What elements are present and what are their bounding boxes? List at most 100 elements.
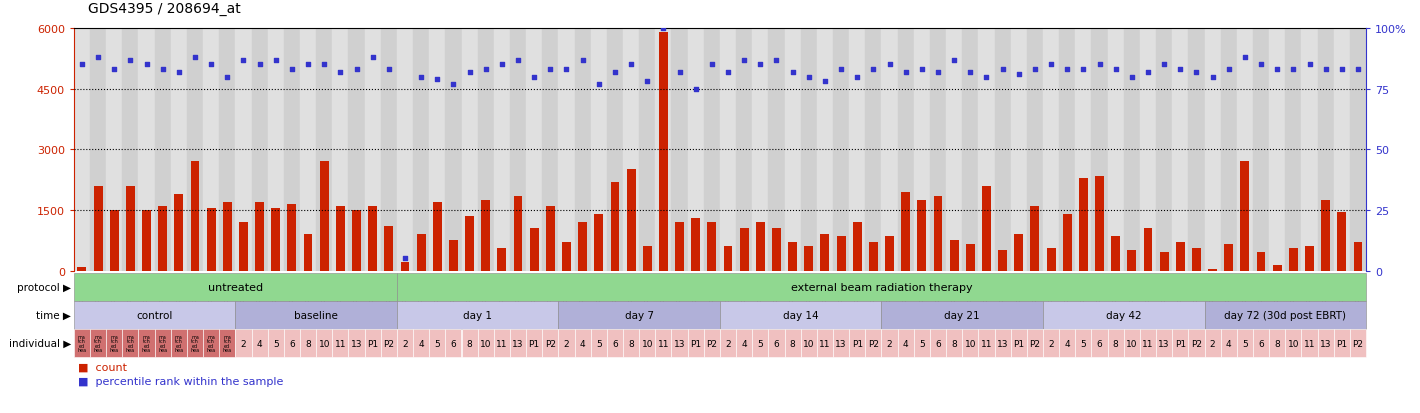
Bar (595, 214, 604, 271)
Bar (348, 29, 365, 271)
Bar (1318, 29, 1333, 271)
Text: 13: 13 (997, 339, 1008, 348)
Bar (267, 329, 284, 357)
Bar (494, 329, 510, 357)
Bar (720, 329, 736, 357)
Bar (1112, 237, 1120, 271)
Bar (724, 247, 733, 271)
Bar (203, 29, 219, 271)
Text: 2: 2 (726, 339, 731, 348)
Point (426, 76, 449, 83)
Text: 6: 6 (450, 339, 456, 348)
Bar (462, 329, 477, 357)
Bar (1285, 329, 1301, 357)
Bar (983, 186, 991, 271)
Bar (963, 29, 978, 271)
Bar (930, 329, 946, 357)
Bar (545, 206, 555, 271)
Bar (1305, 247, 1314, 271)
Bar (481, 200, 490, 271)
Bar (530, 228, 538, 271)
Bar (720, 29, 736, 271)
Point (619, 62, 642, 69)
Point (1105, 67, 1127, 74)
Bar (1156, 329, 1172, 357)
Bar (849, 329, 865, 357)
Text: 6: 6 (774, 339, 780, 348)
Bar (1272, 265, 1282, 271)
Text: P2: P2 (868, 339, 879, 348)
Bar (1027, 329, 1042, 357)
Bar (284, 29, 300, 271)
Point (264, 57, 287, 64)
Bar (1189, 29, 1204, 271)
Text: P2: P2 (1352, 339, 1363, 348)
Bar (106, 329, 122, 357)
Bar (1333, 29, 1350, 271)
Bar (446, 29, 462, 271)
Text: 11: 11 (1142, 339, 1153, 348)
Text: 4: 4 (579, 339, 585, 348)
Bar (494, 29, 510, 271)
Bar (869, 243, 878, 271)
Bar (300, 329, 317, 357)
Bar (142, 210, 151, 271)
Bar (1042, 301, 1204, 329)
Point (588, 81, 611, 88)
Bar (933, 196, 943, 271)
Bar (656, 329, 672, 357)
Bar (611, 182, 619, 271)
Bar (998, 251, 1007, 271)
Point (119, 57, 142, 64)
Bar (175, 194, 183, 271)
Text: 13: 13 (674, 339, 686, 348)
Bar (1241, 162, 1250, 271)
Text: baseline: baseline (294, 310, 338, 320)
Bar (1237, 329, 1252, 357)
Bar (1301, 329, 1318, 357)
Point (540, 67, 562, 74)
Bar (1204, 29, 1221, 271)
Point (991, 67, 1014, 74)
Point (135, 62, 158, 69)
Bar (834, 329, 849, 357)
Bar (897, 329, 914, 357)
Bar (753, 29, 768, 271)
Bar (381, 329, 396, 357)
Text: protocol ▶: protocol ▶ (17, 282, 71, 292)
Text: day 14: day 14 (782, 310, 818, 320)
Point (1315, 67, 1338, 74)
Point (684, 86, 707, 93)
Bar (1191, 249, 1201, 271)
Bar (1140, 29, 1156, 271)
Bar (882, 301, 1042, 329)
Text: external beam radiation therapy: external beam radiation therapy (791, 282, 973, 292)
Text: control: control (136, 310, 173, 320)
Bar (429, 29, 446, 271)
Point (183, 55, 206, 61)
Text: 8: 8 (790, 339, 795, 348)
Bar (816, 329, 834, 357)
Bar (639, 329, 656, 357)
Bar (251, 329, 268, 357)
Text: 10: 10 (1126, 339, 1137, 348)
Point (200, 62, 223, 69)
Point (959, 69, 981, 76)
Bar (674, 223, 684, 271)
Point (976, 74, 998, 81)
Text: 4: 4 (419, 339, 425, 348)
Text: P1: P1 (1174, 339, 1186, 348)
Bar (1333, 329, 1350, 357)
Point (829, 67, 852, 74)
Point (571, 57, 594, 64)
Bar (558, 29, 575, 271)
Point (1056, 67, 1079, 74)
Point (474, 67, 497, 74)
Bar (865, 329, 882, 357)
Bar (256, 202, 264, 271)
Bar (1014, 235, 1024, 271)
Point (798, 74, 821, 81)
Bar (139, 29, 155, 271)
Point (297, 62, 320, 69)
Text: 2: 2 (564, 339, 569, 348)
